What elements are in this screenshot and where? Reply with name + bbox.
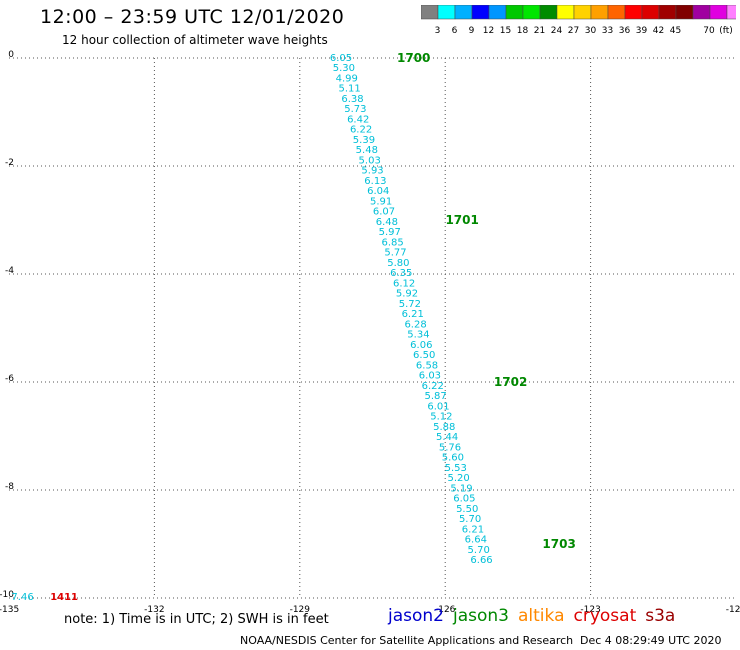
x-tick-label: -120 xyxy=(726,605,740,615)
swh-value: 6.03 xyxy=(419,371,441,382)
legend-label: 9 xyxy=(469,26,475,35)
swh-value: 5.34 xyxy=(407,330,429,341)
swh-value: 6.05 xyxy=(330,53,352,64)
swh-value: 6.05 xyxy=(453,494,475,505)
y-tick-label: -8 xyxy=(5,482,14,492)
y-tick-label: -6 xyxy=(5,374,14,384)
swh-value: 6.48 xyxy=(376,217,398,228)
satellite-legend: jason2 jason3 altika cryosat s3a xyxy=(388,606,684,626)
legend-label: 27 xyxy=(568,26,579,35)
x-tick-label: -123 xyxy=(580,605,600,615)
time-label: 1700 xyxy=(397,51,430,65)
legend-label: 45 xyxy=(670,26,681,35)
legend-label: 6 xyxy=(452,26,458,35)
swh-value: 5.76 xyxy=(439,442,461,453)
legend-label: 42 xyxy=(653,26,664,35)
swh-value: 6.22 xyxy=(350,125,372,136)
swh-value: 5.44 xyxy=(436,432,458,443)
legend-label: 18 xyxy=(517,26,529,35)
swh-value: 6.42 xyxy=(347,114,369,125)
swh-value: 5.73 xyxy=(344,104,366,115)
swh-value: 5.39 xyxy=(353,135,375,146)
swh-value: 5.97 xyxy=(379,227,401,238)
swh-value: 6.04 xyxy=(367,186,389,197)
legend-swatch xyxy=(726,5,736,20)
swh-value: 6.58 xyxy=(416,360,438,371)
extra-point-label: 1411 xyxy=(50,592,78,603)
legend-label: 33 xyxy=(602,26,613,35)
swh-value: 5.03 xyxy=(359,155,381,166)
swh-value: 5.20 xyxy=(447,473,469,484)
extra-point-label: 7.46 xyxy=(11,592,33,603)
swh-value: 5.19 xyxy=(450,483,472,494)
color-scale-legend: 3 6 9 12 15 18 21 24 27 30 33 36 39 42 45 70 (ft) xyxy=(421,5,736,35)
swh-value: 6.28 xyxy=(404,319,426,330)
time-label: 1702 xyxy=(494,375,527,389)
legend-label: 39 xyxy=(636,26,648,35)
swh-value: 6.22 xyxy=(422,381,444,392)
satellite-jason2: jason2 xyxy=(388,606,444,626)
swh-value: 5.70 xyxy=(468,545,490,556)
chart-subtitle: 12 hour collection of altimeter wave hei… xyxy=(62,33,328,47)
satellite-altika: altika xyxy=(518,606,565,626)
x-tick-label: -135 xyxy=(0,605,19,615)
time-label: 1701 xyxy=(445,213,478,227)
swh-value: 5.11 xyxy=(338,84,360,95)
swh-value: 5.88 xyxy=(433,422,455,433)
y-tick-label: -4 xyxy=(5,266,14,276)
swh-value: 6.06 xyxy=(410,340,432,351)
swh-value: 5.70 xyxy=(459,514,481,525)
x-tick-label: -126 xyxy=(435,605,456,615)
swh-value: 6.21 xyxy=(402,309,424,320)
swh-value: 5.77 xyxy=(384,248,406,259)
satellite-jason3: jason3 xyxy=(453,606,509,626)
swh-value: 5.53 xyxy=(445,463,467,474)
footer-note: note: 1) Time is in UTC; 2) SWH is in fe… xyxy=(64,612,329,627)
swh-value: 6.35 xyxy=(390,268,412,279)
swh-value: 5.48 xyxy=(356,145,378,156)
legend-label: 21 xyxy=(534,26,545,35)
swh-value: 5.92 xyxy=(396,289,418,300)
swh-value: 6.07 xyxy=(373,207,395,218)
swh-value: 6.50 xyxy=(413,350,435,361)
swh-value: 6.21 xyxy=(462,524,484,535)
swh-value: 5.12 xyxy=(430,412,452,423)
swh-value: 5.72 xyxy=(399,299,421,310)
y-tick-label: -2 xyxy=(5,158,14,168)
time-label: 1703 xyxy=(542,537,575,551)
legend-label: 24 xyxy=(551,26,563,35)
legend-label: 3 xyxy=(435,26,441,35)
swh-value: 6.13 xyxy=(364,176,386,187)
legend-label: 70 xyxy=(703,26,715,35)
swh-value: 6.12 xyxy=(393,278,415,289)
swh-value: 6.38 xyxy=(341,94,363,105)
swh-value: 4.99 xyxy=(336,73,358,84)
legend-label: 36 xyxy=(619,26,631,35)
swh-value: 5.87 xyxy=(425,391,447,402)
credit-text: NOAA/NESDIS Center for Satellite Applica… xyxy=(240,634,574,647)
timestamp: Dec 4 08:29:49 UTC 2020 xyxy=(580,634,722,647)
legend-label: 30 xyxy=(585,26,597,35)
satellite-cryosat: cryosat xyxy=(573,606,637,626)
swh-value: 5.91 xyxy=(370,196,392,207)
swh-value: 5.30 xyxy=(333,63,355,74)
legend-label: 12 xyxy=(483,26,494,35)
swh-value: 6.85 xyxy=(381,237,403,248)
swh-value: 5.60 xyxy=(442,453,464,464)
legend-unit: (ft) xyxy=(719,26,733,35)
swh-value: 6.66 xyxy=(470,555,492,566)
swh-value: 6.01 xyxy=(427,401,449,412)
swh-value: 5.93 xyxy=(361,166,383,177)
satellite-s3a: s3a xyxy=(645,606,676,626)
y-tick-label: -10 xyxy=(0,590,14,600)
swh-value: 6.64 xyxy=(465,535,487,546)
y-tick-label: 0 xyxy=(8,50,14,60)
swh-value: 5.80 xyxy=(387,258,409,269)
swh-value: 5.50 xyxy=(456,504,478,515)
chart-title: 12:00 – 23:59 UTC 12/01/2020 xyxy=(40,6,345,28)
x-tick-label: -129 xyxy=(290,605,311,615)
legend-label: 15 xyxy=(500,26,511,35)
x-tick-label: -132 xyxy=(144,605,164,615)
